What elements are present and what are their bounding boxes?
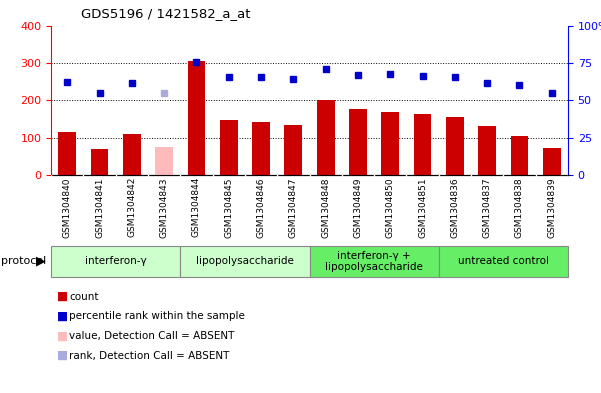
Text: GSM1304847: GSM1304847: [289, 177, 298, 237]
Bar: [220, 120, 237, 175]
Text: GSM1304838: GSM1304838: [515, 177, 524, 238]
Bar: [284, 125, 302, 175]
Text: count: count: [69, 292, 99, 302]
Text: GSM1304849: GSM1304849: [353, 177, 362, 237]
Text: rank, Detection Call = ABSENT: rank, Detection Call = ABSENT: [69, 351, 230, 361]
Text: percentile rank within the sample: percentile rank within the sample: [69, 311, 245, 321]
Text: interferon-γ: interferon-γ: [85, 256, 147, 266]
Text: GSM1304848: GSM1304848: [321, 177, 330, 237]
Text: GSM1304841: GSM1304841: [95, 177, 104, 237]
Bar: [188, 61, 206, 175]
Text: GSM1304837: GSM1304837: [483, 177, 492, 238]
Text: GDS5196 / 1421582_a_at: GDS5196 / 1421582_a_at: [81, 7, 251, 20]
Text: lipopolysaccharide: lipopolysaccharide: [196, 256, 294, 266]
Bar: [310, 246, 439, 277]
Bar: [58, 132, 76, 175]
Bar: [511, 136, 528, 175]
Bar: [446, 117, 464, 175]
Bar: [51, 246, 180, 277]
Text: GSM1304839: GSM1304839: [548, 177, 557, 238]
Text: protocol: protocol: [1, 256, 46, 266]
Bar: [413, 114, 432, 175]
Text: untreated control: untreated control: [458, 256, 549, 266]
Text: GSM1304836: GSM1304836: [450, 177, 459, 238]
Bar: [543, 148, 561, 175]
Bar: [252, 122, 270, 175]
Text: GSM1304845: GSM1304845: [224, 177, 233, 237]
Bar: [155, 147, 173, 175]
Bar: [382, 112, 399, 175]
Text: ■: ■: [57, 349, 69, 362]
Text: GSM1304844: GSM1304844: [192, 177, 201, 237]
Text: ■: ■: [57, 290, 69, 303]
Text: GSM1304842: GSM1304842: [127, 177, 136, 237]
Bar: [123, 134, 141, 175]
Bar: [91, 149, 108, 175]
Text: value, Detection Call = ABSENT: value, Detection Call = ABSENT: [69, 331, 234, 341]
Text: ■: ■: [57, 329, 69, 343]
Text: GSM1304850: GSM1304850: [386, 177, 395, 238]
Text: GSM1304846: GSM1304846: [257, 177, 266, 237]
Text: GSM1304843: GSM1304843: [160, 177, 169, 237]
Text: interferon-γ +
lipopolysaccharide: interferon-γ + lipopolysaccharide: [325, 251, 423, 272]
Bar: [180, 246, 310, 277]
Bar: [478, 126, 496, 175]
Text: ■: ■: [57, 310, 69, 323]
Text: GSM1304851: GSM1304851: [418, 177, 427, 238]
Bar: [439, 246, 568, 277]
Text: ▶: ▶: [36, 255, 46, 268]
Bar: [349, 109, 367, 175]
Text: GSM1304840: GSM1304840: [63, 177, 72, 237]
Bar: [317, 100, 335, 175]
